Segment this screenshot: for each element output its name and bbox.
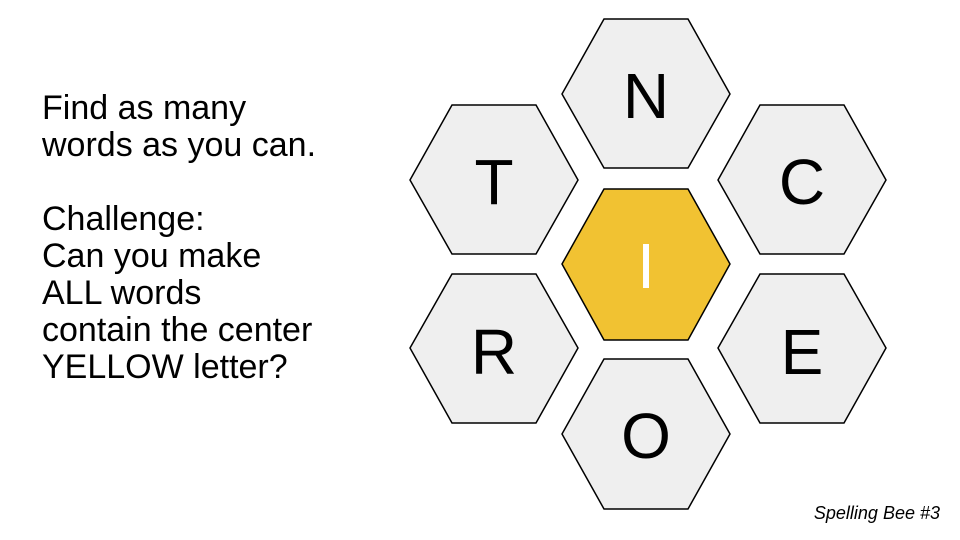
hex-lower-right[interactable]: E (718, 274, 886, 423)
hex-center[interactable]: I (562, 189, 730, 340)
hex-upper-left-letter: T (474, 146, 513, 218)
hex-upper-right-letter: C (779, 146, 825, 218)
hex-upper-right[interactable]: C (718, 105, 886, 254)
hex-lower-left-letter: R (471, 316, 517, 388)
hex-top-letter: N (623, 60, 669, 132)
hex-top[interactable]: N (562, 19, 730, 168)
hex-bottom[interactable]: O (562, 359, 730, 509)
hex-lower-right-letter: E (781, 316, 824, 388)
hex-lower-left[interactable]: R (410, 274, 578, 423)
hex-upper-left[interactable]: T (410, 105, 578, 254)
hex-bottom-letter: O (621, 400, 671, 472)
hex-center-letter: I (637, 230, 655, 302)
puzzle-label: Spelling Bee #3 (814, 503, 940, 524)
